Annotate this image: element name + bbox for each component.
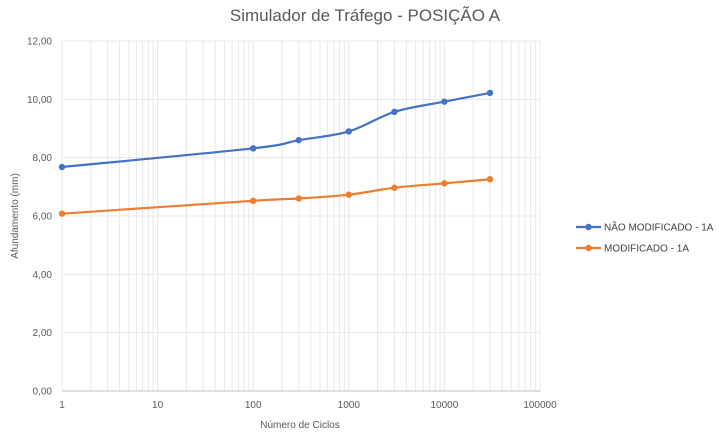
- data-point: [486, 176, 494, 183]
- x-tick-label: 1: [59, 400, 65, 411]
- data-point: [58, 163, 66, 171]
- series-line: [61, 178, 491, 215]
- series-line: [61, 91, 491, 169]
- series-1: [58, 89, 494, 171]
- x-axis-title: Número de Ciclos: [260, 420, 339, 431]
- data-point: [441, 98, 448, 105]
- data-point: [391, 108, 398, 116]
- data-point: [345, 128, 352, 135]
- data-point: [441, 180, 448, 187]
- legend-entry-2: MODIFICADO - 1A: [576, 244, 689, 255]
- y-axis-title: Afundamento (mm): [10, 173, 21, 259]
- series-layer: [58, 89, 494, 217]
- x-tick-label: 1000: [338, 400, 361, 411]
- x-tick-label: 100000: [523, 400, 557, 411]
- chart-title: Simulador de Tráfego - POSIÇÃO A: [230, 6, 501, 25]
- x-tick-label: 100: [245, 400, 262, 411]
- legend: NÃO MODIFICADO - 1A MODIFICADO - 1A: [576, 221, 714, 255]
- y-tick-label: 4,00: [33, 270, 53, 281]
- legend-label: NÃO MODIFICADO - 1A: [604, 221, 714, 234]
- data-point: [295, 136, 303, 144]
- data-point: [250, 197, 257, 205]
- data-point: [250, 145, 257, 152]
- data-point: [58, 210, 66, 217]
- y-tick-label: 2,00: [33, 328, 53, 339]
- y-tick-label: 12,00: [27, 37, 52, 48]
- y-tick-label: 6,00: [33, 212, 53, 223]
- legend-marker: [585, 244, 592, 252]
- legend-marker: [585, 223, 592, 231]
- y-tick-label: 10,00: [27, 95, 52, 106]
- grid: [61, 40, 541, 391]
- axes: 0,00 2,00 4,00 6,00 8,00 10,00 12,00 1 10 100 1000…: [27, 37, 557, 412]
- x-tick-label: 10000: [430, 400, 458, 411]
- data-point: [391, 184, 398, 191]
- y-tick-label: 0,00: [33, 387, 53, 398]
- legend-entry-1: NÃO MODIFICADO - 1A: [576, 221, 714, 234]
- y-tick-label: 8,00: [33, 153, 53, 164]
- data-point: [295, 195, 303, 202]
- data-point: [345, 191, 352, 198]
- legend-label: MODIFICADO - 1A: [604, 244, 689, 255]
- series-2: [58, 176, 494, 217]
- data-point: [486, 89, 494, 97]
- x-tick-label: 10: [152, 400, 164, 411]
